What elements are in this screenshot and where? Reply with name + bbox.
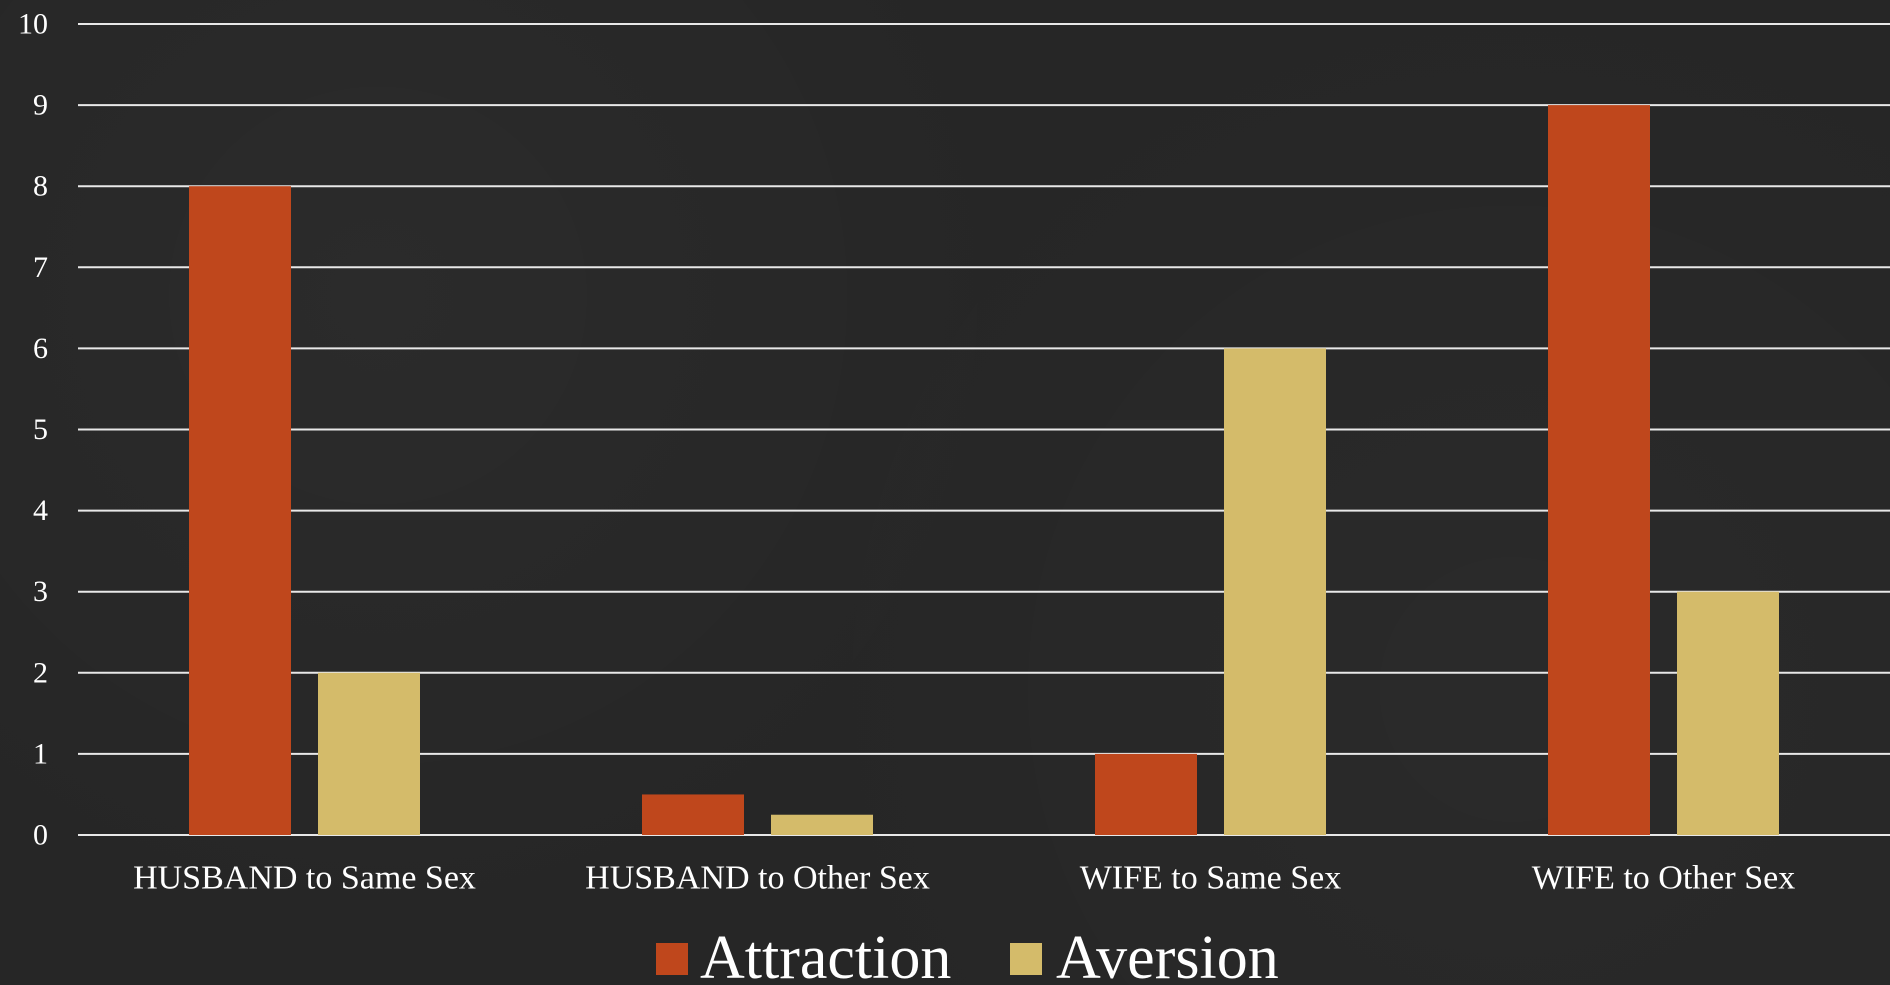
y-tick-label: 6 <box>33 332 48 365</box>
y-tick-label: 7 <box>33 251 48 284</box>
bar-attraction-2 <box>1095 753 1197 835</box>
y-tick-label: 10 <box>18 8 48 41</box>
bar-aversion-2 <box>1224 348 1326 835</box>
bar-aversion-1 <box>771 814 873 835</box>
legend-swatch-attraction <box>656 943 688 975</box>
y-tick-label: 9 <box>33 89 48 122</box>
x-category-label: WIFE to Other Sex <box>1532 860 1795 897</box>
bar-aversion-3 <box>1677 591 1779 835</box>
bars <box>189 105 1779 836</box>
legend-swatch-aversion <box>1010 943 1042 975</box>
bar-attraction-1 <box>642 794 744 835</box>
x-category-label: WIFE to Same Sex <box>1080 860 1342 897</box>
y-tick-label: 8 <box>33 170 48 203</box>
bar-attraction-0 <box>189 186 291 835</box>
bar-attraction-3 <box>1548 105 1650 836</box>
y-tick-label: 1 <box>33 737 48 770</box>
y-tick-label: 4 <box>33 494 48 527</box>
x-category-label: HUSBAND to Other Sex <box>585 860 930 897</box>
x-category-label: HUSBAND to Same Sex <box>133 860 476 897</box>
y-tick-label: 0 <box>33 819 48 852</box>
legend-label-aversion: Aversion <box>1056 924 1279 985</box>
y-tick-label: 5 <box>33 413 48 446</box>
y-axis-ticks: 0 1 2 3 4 5 6 7 8 9 10 <box>18 8 48 852</box>
x-axis-categories: HUSBAND to Same Sex HUSBAND to Other Sex W… <box>133 860 1795 897</box>
y-tick-label: 2 <box>33 656 48 689</box>
legend: Attraction Aversion <box>656 924 1279 985</box>
bar-aversion-0 <box>318 672 420 835</box>
y-tick-label: 3 <box>33 575 48 608</box>
legend-label-attraction: Attraction <box>700 924 951 985</box>
